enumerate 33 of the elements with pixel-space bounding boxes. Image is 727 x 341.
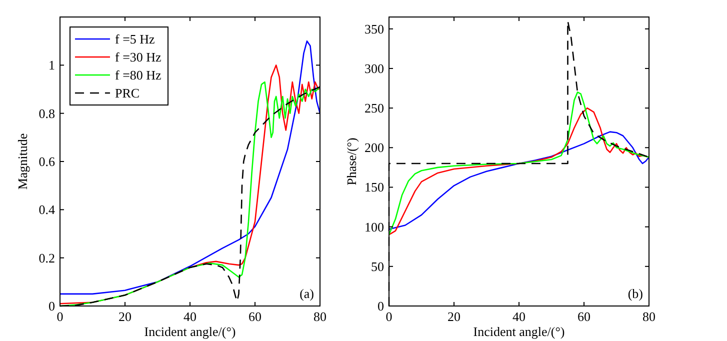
legend-label: f =5 Hz xyxy=(115,32,156,46)
y-tick-label: 0.6 xyxy=(38,154,56,169)
x-tick-label: 20 xyxy=(118,309,132,324)
line-series xyxy=(388,131,650,230)
x-tick-label: 80 xyxy=(642,309,656,324)
y-tick-label: 150 xyxy=(364,180,384,195)
y-axis-title: Phase/(°) xyxy=(344,138,359,186)
y-tick-label: 0 xyxy=(48,298,55,314)
legend-label: f =80 Hz xyxy=(115,68,162,82)
y-tick-label: 1 xyxy=(48,58,55,73)
y-tick-label: 0.8 xyxy=(38,106,55,121)
x-axis-title: Incident angle/(°) xyxy=(473,324,565,339)
y-axis-title: Magnitude xyxy=(15,133,30,190)
y-tick-label: 200 xyxy=(364,140,384,156)
x-tick-label: 40 xyxy=(184,309,196,324)
x-axis-title: Incident angle/(°) xyxy=(144,324,236,339)
y-tick-label: 0.2 xyxy=(38,250,55,266)
legend-label: f =30 Hz xyxy=(115,50,162,64)
annotation: (a) xyxy=(300,286,314,301)
legend-label: PRC xyxy=(115,86,140,100)
x-tick-label: 20 xyxy=(448,309,460,324)
y-tick-label: 50 xyxy=(371,258,384,274)
y-tick-label: 0 xyxy=(378,298,384,314)
y-tick-label: 250 xyxy=(364,100,384,116)
x-tick-label: 80 xyxy=(314,309,326,324)
y-tick-label: 0.4 xyxy=(38,202,56,218)
y-tick-label: 100 xyxy=(364,219,384,234)
y-tick-label: 300 xyxy=(364,60,384,76)
annotation: (b) xyxy=(628,286,643,301)
x-tick-label: 60 xyxy=(248,309,262,324)
y-tick-label: 350 xyxy=(364,21,384,36)
x-tick-label: 60 xyxy=(578,309,590,324)
x-tick-label: 40 xyxy=(512,309,526,324)
